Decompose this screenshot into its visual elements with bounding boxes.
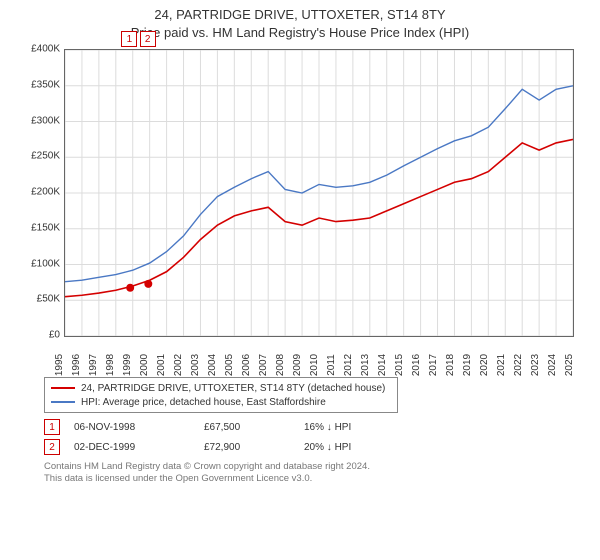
transaction-date-0: 06-NOV-1998: [74, 422, 204, 433]
y-tick-label: £50K: [20, 294, 60, 305]
title-line2: Price paid vs. HM Land Registry's House …: [10, 24, 590, 42]
y-tick-label: £400K: [20, 44, 60, 55]
y-tick-label: £300K: [20, 115, 60, 126]
marker-badge: 2: [140, 31, 156, 47]
y-tick-label: £0: [20, 330, 60, 341]
transaction-badge-1: 2: [44, 439, 60, 455]
y-tick-label: £350K: [20, 79, 60, 90]
title-line1: 24, PARTRIDGE DRIVE, UTTOXETER, ST14 8TY: [10, 6, 590, 24]
chart-title: 24, PARTRIDGE DRIVE, UTTOXETER, ST14 8TY…: [10, 6, 590, 41]
legend-swatch-0: [51, 387, 75, 389]
marker-badge: 1: [121, 31, 137, 47]
y-tick-label: £150K: [20, 222, 60, 233]
y-tick-label: £250K: [20, 151, 60, 162]
transactions-table: 1 06-NOV-1998 £67,500 16% ↓ HPI 2 02-DEC…: [44, 417, 590, 457]
legend-label-1: HPI: Average price, detached house, East…: [81, 397, 326, 408]
transaction-date-1: 02-DEC-1999: [74, 442, 204, 453]
transaction-row-0: 1 06-NOV-1998 £67,500 16% ↓ HPI: [44, 417, 590, 437]
chart-area: £0 £50K £100K £150K £200K £250K £300K £350K £400…: [20, 45, 580, 375]
transaction-price-0: £67,500: [204, 422, 304, 433]
footer-line1: Contains HM Land Registry data © Crown c…: [44, 461, 590, 473]
plot-svg: [65, 50, 573, 336]
transaction-row-1: 2 02-DEC-1999 £72,900 20% ↓ HPI: [44, 437, 590, 457]
legend-label-0: 24, PARTRIDGE DRIVE, UTTOXETER, ST14 8TY…: [81, 383, 385, 394]
footer: Contains HM Land Registry data © Crown c…: [44, 461, 590, 486]
legend-row-0: 24, PARTRIDGE DRIVE, UTTOXETER, ST14 8TY…: [51, 381, 391, 395]
footer-line2: This data is licensed under the Open Gov…: [44, 473, 590, 485]
transaction-price-1: £72,900: [204, 442, 304, 453]
y-tick-label: £200K: [20, 187, 60, 198]
legend-row-1: HPI: Average price, detached house, East…: [51, 395, 391, 409]
y-tick-label: £100K: [20, 258, 60, 269]
transaction-diff-1: 20% ↓ HPI: [304, 442, 404, 453]
x-tick-label: 2025: [564, 350, 584, 380]
legend-swatch-1: [51, 401, 75, 403]
transaction-diff-0: 16% ↓ HPI: [304, 422, 404, 433]
legend: 24, PARTRIDGE DRIVE, UTTOXETER, ST14 8TY…: [44, 377, 398, 413]
transaction-badge-0: 1: [44, 419, 60, 435]
plot-frame: [64, 49, 574, 337]
